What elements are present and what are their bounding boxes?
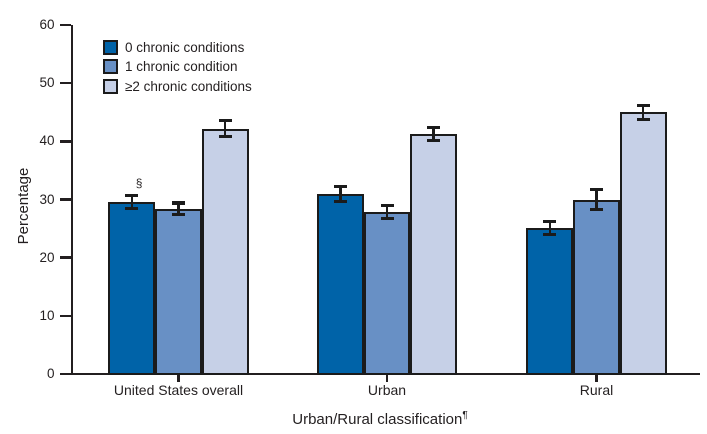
y-tick-label: 10 [39,307,55,323]
error-bar-stem [177,202,180,215]
footnote-marker: § [135,176,143,191]
error-bar-cap-top [125,193,139,198]
error-bar-cap-bottom [218,135,232,139]
bar [526,228,574,375]
bar [573,199,620,375]
legend-item: 0 chronic conditions [103,40,252,55]
error-bar-cap-top [333,184,347,188]
error-bar-stem [595,189,598,210]
error-bar-cap-top [380,203,394,207]
y-tick-mark [59,23,71,27]
error-bar-stem [641,105,645,120]
x-category-label: Urban [367,382,407,398]
legend: 0 chronic conditions 1 chronic condition ≥… [103,40,252,98]
error-bar-cap-top [427,125,441,129]
bar [363,211,411,375]
x-tick-mark [595,375,598,382]
legend-swatch [103,78,118,94]
y-tick-label: 60 [39,17,55,32]
y-tick-mark [59,140,71,143]
error-bar-cap-top [636,103,650,107]
error-bar-stem [130,195,134,209]
x-category-label: Rural [579,382,614,398]
y-tick-label: 30 [39,191,55,207]
y-tick-label: 40 [39,133,55,149]
x-axis-title: Urban/Rural classification¶ [60,406,700,429]
x-tick-mark [177,375,180,382]
y-axis-line [70,25,73,376]
legend-label: 0 chronic conditions [125,40,245,55]
error-bar-stem [385,205,389,219]
error-bar-cap-top [543,220,557,224]
x-tick-mark [385,375,389,382]
error-bar-cap-bottom [172,213,185,217]
legend-label: 1 chronic condition [125,59,238,75]
error-bar-cap-bottom [543,232,557,236]
bar [316,193,364,375]
y-tick-label: 0 [46,366,55,381]
y-tick-label: 50 [39,75,55,91]
error-bar-cap-bottom [333,199,347,203]
x-category-label: United States overall [113,382,244,398]
x-axis-title-footnote-mark: ¶ [462,410,468,421]
bar [410,133,458,375]
error-bar-cap-top [590,188,603,192]
error-bar-cap-bottom [427,138,441,142]
legend-swatch [103,59,118,75]
error-bar-cap-bottom [125,206,139,210]
y-tick-mark [59,81,71,85]
y-tick-mark [59,314,71,318]
legend-swatch [103,40,118,55]
bar [619,112,667,375]
error-bar-stem [339,186,342,202]
bar [155,208,202,375]
y-tick-label: 20 [39,249,55,265]
legend-item: 1 chronic condition [103,59,252,75]
error-bar-cap-top [172,201,185,205]
error-bar-stem [223,120,227,137]
legend-item: ≥2 chronic conditions [103,78,252,94]
y-tick-mark [59,256,71,259]
bar [108,201,156,375]
error-bar-cap-top [218,118,232,122]
error-bar-cap-bottom [636,117,650,121]
error-bar-cap-bottom [590,207,603,211]
error-bar-stem [548,221,552,235]
error-bar-cap-bottom [380,216,394,220]
y-tick-mark [59,198,71,201]
y-tick-mark [59,372,71,376]
bar [201,128,249,375]
legend-label: ≥2 chronic conditions [125,78,252,94]
error-bar-stem [432,127,435,141]
x-axis-title-text: Urban/Rural classification [292,411,463,428]
